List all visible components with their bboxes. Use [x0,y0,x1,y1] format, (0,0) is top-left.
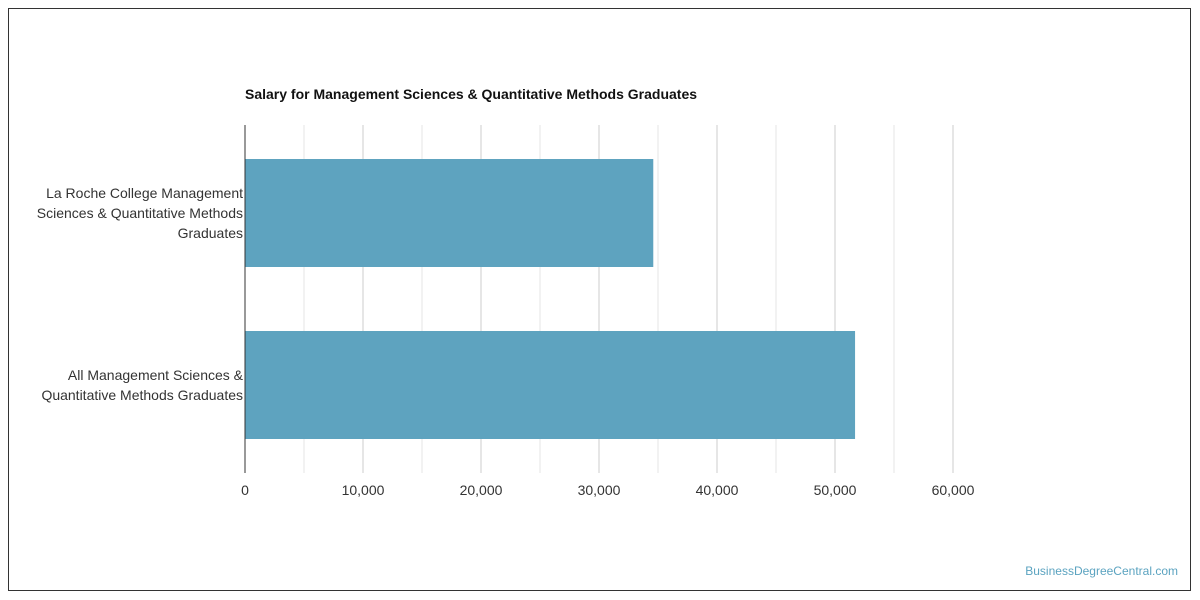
bars [245,159,856,439]
chart-frame: Salary for Management Sciences & Quantit… [8,8,1191,591]
x-tick-label: 0 [241,482,249,498]
category-label-1: All Management Sciences & Quantitative Me… [41,367,243,403]
category-labels: La Roche College Management Sciences & Qu… [37,185,244,403]
bar-1[interactable] [245,331,856,439]
x-tick-label: 30,000 [578,482,621,498]
x-tick-label: 40,000 [696,482,739,498]
watermark[interactable]: BusinessDegreeCentral.com [1025,564,1178,578]
x-tick-label: 10,000 [342,482,385,498]
bar-chart: Salary for Management Sciences & Quantit… [37,86,975,498]
bar-0[interactable] [245,159,654,267]
chart-title: Salary for Management Sciences & Quantit… [245,86,697,102]
x-tick-label: 50,000 [814,482,857,498]
x-tick-label: 20,000 [460,482,503,498]
x-tick-labels: 0 10,000 20,000 30,000 40,000 50,000 60,000 [241,482,975,498]
x-tick-label: 60,000 [932,482,975,498]
category-label-0: La Roche College Management Sciences & Qu… [37,185,243,241]
